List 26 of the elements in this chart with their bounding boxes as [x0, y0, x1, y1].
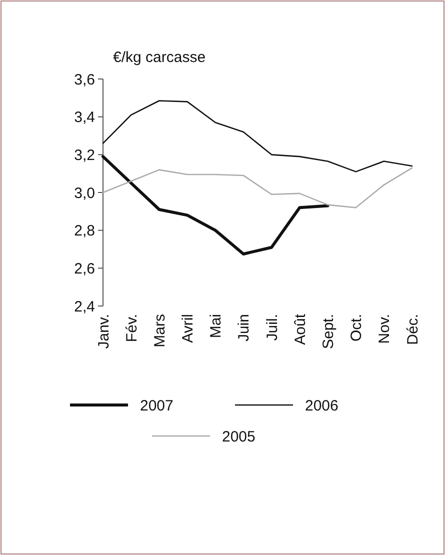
y-tick-label: 3,2 [74, 146, 95, 164]
x-tick-label: Déc. [404, 314, 422, 345]
x-tick-label: Fév. [123, 314, 140, 342]
x-tick-label: Oct. [348, 314, 366, 342]
line-series [102, 155, 330, 256]
y-tick-label: 3,4 [74, 109, 95, 126]
x-tick-label: Nov. [376, 314, 394, 344]
y-tick-label: 3,0 [74, 184, 95, 202]
line-series [102, 167, 413, 208]
x-tick-label: Août [292, 313, 309, 345]
legend-label: 2007 [140, 397, 174, 414]
x-tick-label: Juil. [264, 314, 281, 341]
x-tick-label: Mars [151, 314, 168, 348]
legend-label: 2006 [305, 397, 338, 414]
x-tick-label: Avril [180, 314, 197, 343]
x-tick-label: Juin [236, 314, 253, 342]
y-tick-label: 3,6 [74, 71, 95, 88]
line-series [102, 100, 413, 172]
y-tick-label: 2,8 [74, 222, 95, 240]
legend-label: 2005 [222, 428, 256, 446]
y-tick-label: 2,4 [74, 298, 95, 316]
x-tick-label: Janv. [95, 314, 112, 349]
y-axis-title: €/kg carcasse [113, 49, 206, 66]
y-tick-label: 2,6 [74, 260, 95, 278]
x-tick-label: Sept. [320, 314, 337, 350]
x-tick-label: Mai [208, 314, 225, 338]
